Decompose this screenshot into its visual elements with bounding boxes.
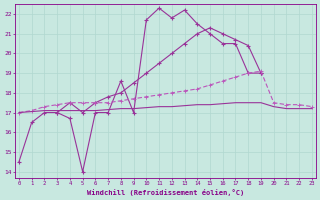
X-axis label: Windchill (Refroidissement éolien,°C): Windchill (Refroidissement éolien,°C) [87, 189, 244, 196]
